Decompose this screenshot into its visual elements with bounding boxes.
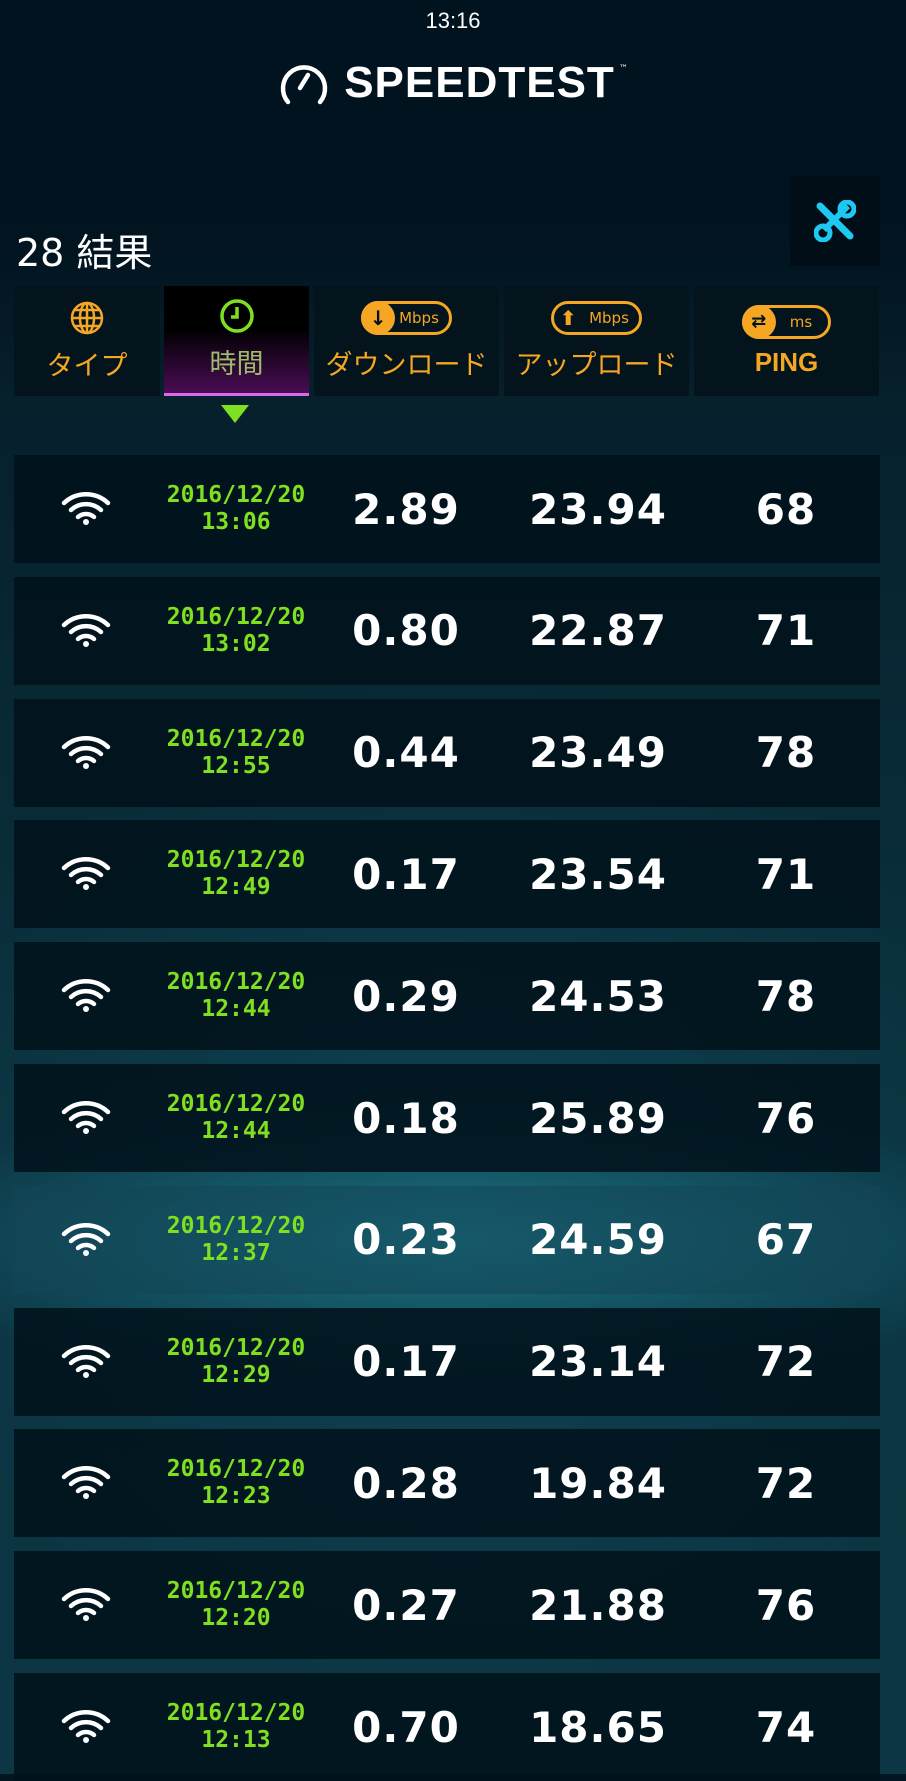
column-header-time[interactable]: 時間 [164,286,309,396]
wifi-icon [60,1064,112,1172]
result-row[interactable]: 2016/12/20 13:06 2.89 23.94 68 [14,455,880,563]
upload-value: 23.54 [529,849,667,899]
column-header-ping[interactable]: ⇄ ms PING [694,286,879,396]
ping-value: 76 [755,1580,817,1630]
result-row[interactable]: 2016/12/20 12:44 0.29 24.53 78 [14,942,880,1051]
ping-value: 74 [755,1702,817,1752]
upload-value: 19.84 [529,1458,667,1508]
result-datetime: 2016/12/20 12:37 [166,1212,306,1266]
wifi-icon [60,1308,112,1416]
ping-icon: ⇄ [741,304,776,339]
wifi-icon [60,1429,112,1537]
column-header-download[interactable]: ↓ Mbps ダウンロード [314,286,499,396]
download-value: 0.70 [352,1702,460,1752]
result-datetime: 2016/12/20 13:02 [166,603,306,657]
upload-value: 23.49 [529,728,667,778]
globe-icon [70,301,104,334]
wifi-icon [60,455,112,563]
result-datetime: 2016/12/20 12:44 [166,969,306,1023]
upload-value: 25.89 [529,1093,667,1143]
result-row[interactable]: 2016/12/20 12:37 0.23 24.59 67 [14,1185,880,1294]
result-row[interactable]: 2016/12/20 12:23 0.28 19.84 72 [14,1429,880,1538]
result-row[interactable]: 2016/12/20 12:55 0.44 23.49 78 [14,698,880,807]
download-value: 0.23 [352,1215,460,1265]
upload-value: 24.53 [529,971,667,1021]
ping-value: 68 [755,484,817,534]
result-datetime: 2016/12/20 12:55 [166,725,306,779]
ping-value: 72 [755,1337,817,1387]
download-value: 0.29 [352,971,460,1021]
wifi-icon [60,1673,112,1781]
ping-value: 78 [755,728,817,778]
download-value: 0.80 [352,606,460,656]
speedtest-logo: SPEEDTEST ™ [0,58,906,108]
result-datetime: 2016/12/20 12:44 [166,1091,306,1144]
sort-indicator-icon [221,405,249,423]
wifi-icon [60,1551,112,1659]
upload-value: 23.94 [529,484,667,534]
speedometer-icon [280,65,328,105]
status-time: 13:16 [425,8,481,33]
clock-icon [219,299,254,333]
result-datetime: 2016/12/20 12:23 [166,1456,306,1510]
wrench-screwdriver-icon [814,200,856,242]
upload-icon: ⬆ [559,305,577,330]
ping-value: 78 [755,971,817,1021]
result-datetime: 2016/12/20 12:29 [166,1334,306,1388]
ping-value: 76 [755,1093,817,1143]
wifi-icon [60,942,112,1050]
upload-value: 22.87 [529,606,667,656]
ping-value: 71 [755,849,817,899]
column-header-upload[interactable]: ⬆ Mbps アップロード [504,286,689,396]
result-row[interactable]: 2016/12/20 12:20 0.27 21.88 76 [14,1551,880,1660]
download-icon: ↓ [361,300,396,335]
result-datetime: 2016/12/20 12:20 [166,1578,306,1632]
result-row[interactable]: 2016/12/20 12:13 0.70 18.65 74 [14,1673,880,1781]
download-value: 0.17 [352,849,460,899]
download-value: 0.28 [352,1458,460,1508]
wifi-icon [60,699,112,807]
upload-value: 24.59 [529,1215,667,1265]
upload-value: 21.88 [529,1580,667,1630]
download-value: 0.18 [352,1093,460,1143]
download-value: 0.17 [352,1337,460,1387]
ping-value: 67 [755,1215,817,1265]
download-value: 2.89 [352,484,460,534]
download-value: 0.44 [352,728,460,778]
upload-value: 23.14 [529,1337,667,1387]
result-row[interactable]: 2016/12/20 12:49 0.17 23.54 71 [14,820,880,929]
ping-value: 71 [755,606,817,656]
ping-value: 72 [755,1458,817,1508]
wifi-icon [60,1186,112,1294]
column-header-type[interactable]: タイプ [14,286,160,396]
wifi-icon [60,577,112,685]
wifi-icon [60,820,112,928]
upload-value: 18.65 [529,1702,667,1752]
results-count: 28 結果 [16,231,153,275]
result-datetime: 2016/12/20 13:06 [166,482,306,535]
settings-button[interactable] [790,176,880,266]
result-datetime: 2016/12/20 12:49 [166,847,306,901]
result-row[interactable]: 2016/12/20 12:29 0.17 23.14 72 [14,1307,880,1416]
result-row[interactable]: 2016/12/20 13:02 0.80 22.87 71 [14,576,880,685]
result-row[interactable]: 2016/12/20 12:44 0.18 25.89 76 [14,1064,880,1172]
result-datetime: 2016/12/20 12:13 [166,1700,306,1753]
download-value: 0.27 [352,1580,460,1630]
